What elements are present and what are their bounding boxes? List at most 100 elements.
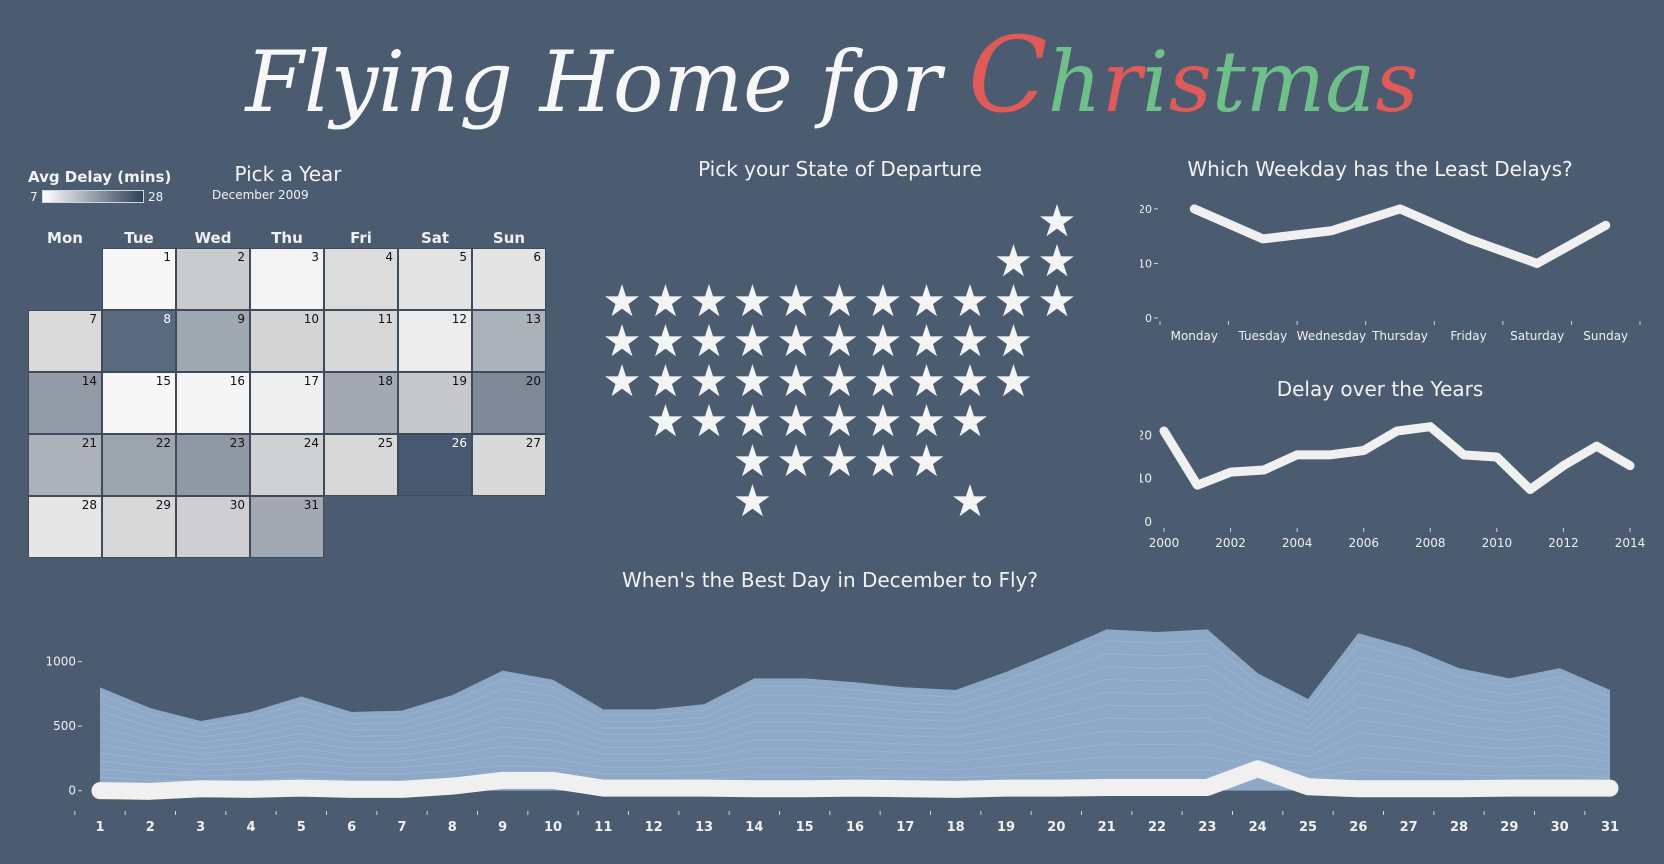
calendar-day-cell[interactable]: 28	[28, 496, 102, 558]
state-star[interactable]: ★	[950, 476, 990, 527]
state-star[interactable]: ★	[776, 396, 816, 447]
calendar-day-cell[interactable]: 31	[250, 496, 324, 558]
state-star[interactable]: ★	[993, 236, 1034, 287]
state-star[interactable]: ★	[689, 356, 729, 407]
calendar-day-number: 8	[163, 312, 171, 326]
calendar-day-cell[interactable]: 17	[250, 372, 324, 434]
state-star[interactable]: ★	[602, 356, 642, 407]
weekday-label: Tue	[124, 229, 154, 247]
calendar-day-cell[interactable]: 12	[398, 310, 472, 372]
area-layer-line	[99, 678, 1611, 743]
y-tick-label: 10	[1140, 472, 1152, 486]
state-star[interactable]: ★	[689, 396, 729, 447]
calendar-day-cell[interactable]: 24	[250, 434, 324, 496]
state-star[interactable]: ★	[950, 276, 990, 327]
y-tick-label: 0	[68, 784, 76, 798]
state-star[interactable]: ★	[776, 316, 816, 367]
state-star[interactable]: ★	[776, 356, 816, 407]
state-star[interactable]: ★	[906, 356, 947, 407]
state-star[interactable]: ★	[645, 396, 686, 447]
state-star[interactable]: ★	[950, 356, 990, 407]
calendar-day-number: 9	[237, 312, 245, 326]
calendar-day-cell[interactable]: 3	[250, 248, 324, 310]
state-star[interactable]: ★	[906, 396, 947, 447]
yearly-delay-line[interactable]	[1159, 422, 1635, 494]
state-star[interactable]: ★	[1037, 276, 1077, 327]
calendar-day-cell[interactable]: 23	[176, 434, 250, 496]
x-tick-label: Friday	[1450, 329, 1486, 343]
weekday-delay-line[interactable]	[1189, 204, 1611, 268]
calendar-day-cell[interactable]: 4	[324, 248, 398, 310]
state-star[interactable]: ★	[732, 276, 773, 327]
state-star[interactable]: ★	[732, 316, 773, 367]
calendar-day-cell[interactable]: 9	[176, 310, 250, 372]
calendar-day-cell[interactable]: 30	[176, 496, 250, 558]
state-star[interactable]: ★	[863, 436, 903, 487]
x-tick-label: 7	[397, 820, 406, 835]
calendar-day-cell[interactable]: 1	[102, 248, 176, 310]
year-picker-value[interactable]: December 2009	[212, 188, 309, 202]
calendar-day-cell[interactable]: 15	[102, 372, 176, 434]
calendar-day-cell[interactable]: 19	[398, 372, 472, 434]
calendar-day-cell[interactable]: 27	[472, 434, 546, 496]
title-letter: a	[1325, 33, 1376, 131]
calendar-day-cell[interactable]: 11	[324, 310, 398, 372]
state-star[interactable]: ★	[819, 436, 860, 487]
calendar-day-cell[interactable]: 10	[250, 310, 324, 372]
state-star[interactable]: ★	[950, 396, 990, 447]
calendar-day-cell[interactable]: 21	[28, 434, 102, 496]
state-star[interactable]: ★	[819, 316, 860, 367]
calendar-day-cell[interactable]: 8	[102, 310, 176, 372]
state-star[interactable]: ★	[863, 396, 903, 447]
state-star[interactable]: ★	[993, 356, 1034, 407]
state-star[interactable]: ★	[645, 316, 686, 367]
calendar-day-number: 31	[303, 498, 319, 512]
state-star[interactable]: ★	[819, 276, 860, 327]
state-star[interactable]: ★	[863, 356, 903, 407]
state-star[interactable]: ★	[689, 276, 729, 327]
state-star[interactable]: ★	[993, 276, 1034, 327]
calendar-day-cell[interactable]: 29	[102, 496, 176, 558]
calendar-day-number: 2	[237, 250, 245, 264]
calendar-day-cell[interactable]: 25	[324, 434, 398, 496]
state-star[interactable]: ★	[993, 316, 1034, 367]
state-star[interactable]: ★	[1037, 196, 1077, 247]
state-star[interactable]: ★	[645, 276, 686, 327]
state-star[interactable]: ★	[732, 436, 773, 487]
calendar-day-cell[interactable]: 20	[472, 372, 546, 434]
state-star[interactable]: ★	[602, 316, 642, 367]
calendar-day-cell[interactable]: 2	[176, 248, 250, 310]
calendar-day-cell[interactable]: 7	[28, 310, 102, 372]
calendar-day-cell[interactable]: 26	[398, 434, 472, 496]
legend-max: 28	[148, 190, 164, 204]
calendar-day-cell[interactable]: 22	[102, 434, 176, 496]
state-star[interactable]: ★	[689, 316, 729, 367]
state-star[interactable]: ★	[645, 356, 686, 407]
state-star[interactable]: ★	[906, 276, 947, 327]
state-star[interactable]: ★	[863, 276, 903, 327]
state-star[interactable]: ★	[863, 316, 903, 367]
state-star[interactable]: ★	[819, 356, 860, 407]
state-star[interactable]: ★	[732, 476, 773, 527]
state-star[interactable]: ★	[819, 396, 860, 447]
state-star[interactable]: ★	[950, 316, 990, 367]
calendar-day-cell[interactable]: 18	[324, 372, 398, 434]
state-star[interactable]: ★	[732, 396, 773, 447]
state-star[interactable]: ★	[602, 276, 642, 327]
x-tick-label: 19	[997, 820, 1015, 835]
calendar-day-cell[interactable]: 16	[176, 372, 250, 434]
title-letter: C	[968, 14, 1048, 136]
calendar-day-cell[interactable]: 5	[398, 248, 472, 310]
state-star[interactable]: ★	[732, 356, 773, 407]
weekday-label: Fri	[350, 229, 372, 247]
state-star[interactable]: ★	[906, 436, 947, 487]
state-star[interactable]: ★	[1037, 236, 1077, 287]
calendar-day-cell[interactable]: 14	[28, 372, 102, 434]
calendar-day-cell[interactable]: 13	[472, 310, 546, 372]
state-star[interactable]: ★	[776, 436, 816, 487]
calendar-day-cell[interactable]: 6	[472, 248, 546, 310]
calendar-day-number: 14	[81, 374, 97, 388]
state-star[interactable]: ★	[906, 316, 947, 367]
state-star[interactable]: ★	[776, 276, 816, 327]
selected-state-line[interactable]	[91, 760, 1619, 800]
